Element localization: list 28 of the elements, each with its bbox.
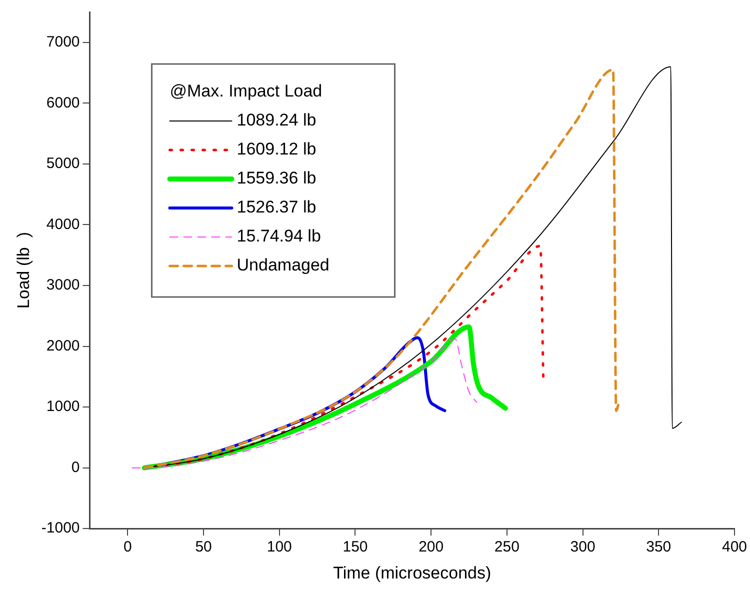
x-tick-label: 200: [418, 538, 444, 556]
y-tick-label: 0: [71, 458, 80, 476]
legend-title: @Max. Impact Load: [170, 82, 322, 101]
x-tick-label: 350: [646, 538, 672, 556]
x-tick-label: 0: [124, 538, 132, 556]
legend-label: 1609.12 lb: [236, 140, 316, 159]
line-series: [143, 244, 545, 470]
legend-label: 1559.36 lb: [236, 168, 316, 188]
x-tick-label: 300: [570, 538, 596, 556]
x-tick-label: 50: [195, 538, 212, 556]
y-tick-label: 1000: [46, 398, 80, 416]
y-axis-title: Load (lb ): [14, 232, 33, 309]
y-tick-label: 3000: [46, 276, 80, 294]
x-axis-title: Time (microseconds): [333, 563, 492, 582]
y-tick-label: 2000: [46, 337, 80, 354]
legend-label: 15.74.94 lb: [236, 226, 321, 246]
y-tick-label: 4000: [46, 216, 80, 233]
y-tick-label: -1000: [41, 520, 80, 537]
x-tick-label: 100: [266, 538, 292, 556]
y-tick-label: 5000: [46, 155, 80, 172]
x-tick-label: 250: [494, 538, 520, 556]
x-tick-label: 400: [722, 538, 747, 556]
legend-label: 1089.24 lb: [236, 110, 316, 130]
x-tick-label: 150: [342, 538, 368, 556]
y-tick-label: 7000: [46, 34, 80, 51]
legend-label: 1526.37 lb: [236, 198, 316, 217]
y-tick-label: 6000: [46, 94, 80, 112]
legend-label: Undamaged: [236, 256, 330, 275]
